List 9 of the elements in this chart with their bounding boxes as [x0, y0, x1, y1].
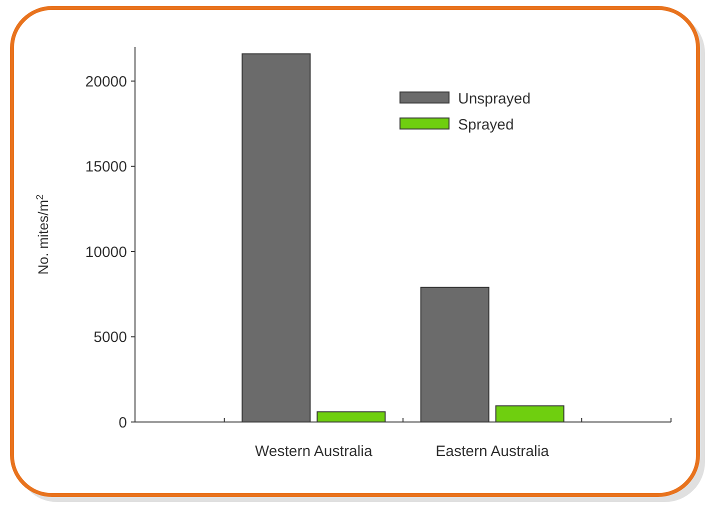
legend-label: Unsprayed: [458, 90, 531, 108]
x-tick-label: Eastern Australia: [436, 443, 550, 460]
y-tick-label: 15000: [85, 158, 127, 176]
y-tick-label: 0: [118, 414, 127, 432]
x-tick-label: Western Australia: [255, 443, 373, 460]
legend-label: Sprayed: [458, 116, 514, 134]
y-tick-label: 10000: [85, 244, 127, 261]
y-tick-label: 20000: [85, 73, 127, 90]
y-tick-label: 5000: [94, 329, 127, 346]
